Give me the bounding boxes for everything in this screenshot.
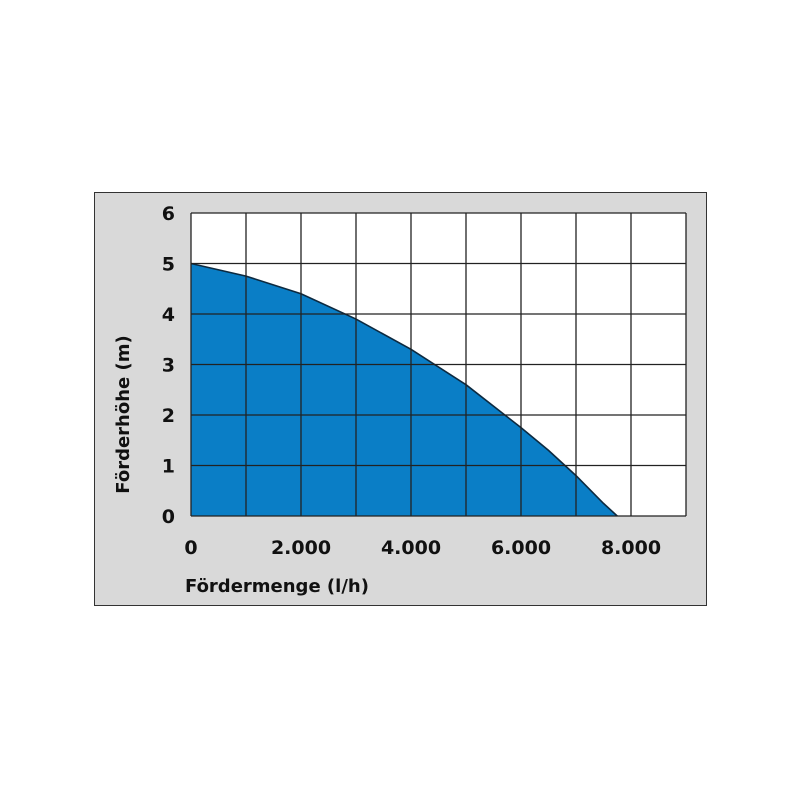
y-tick-label: 1 (162, 456, 175, 478)
y-tick-label: 4 (162, 304, 175, 326)
pump-curve-chart: 0 1 2 3 4 5 6 0 2.000 4.000 6.000 8.000 Fördermeng… (113, 203, 687, 597)
chart-panel: 0 1 2 3 4 5 6 0 2.000 4.000 6.000 8.000 Fördermeng… (94, 192, 707, 606)
x-tick-label: 8.000 (601, 537, 661, 559)
x-tick-label: 4.000 (381, 537, 441, 559)
performance-area (191, 263, 618, 516)
y-tick-label: 0 (162, 506, 175, 528)
y-tick-label: 3 (162, 355, 175, 377)
x-tick-label: 0 (184, 537, 197, 559)
y-tick-label: 2 (162, 405, 175, 427)
y-axis-label: Förderhöhe (m) (113, 335, 134, 493)
x-tick-label: 6.000 (491, 537, 551, 559)
y-tick-label: 5 (162, 254, 175, 276)
x-axis-label: Fördermenge (l/h) (185, 576, 369, 597)
x-tick-label: 2.000 (271, 537, 331, 559)
y-tick-label: 6 (162, 203, 175, 225)
